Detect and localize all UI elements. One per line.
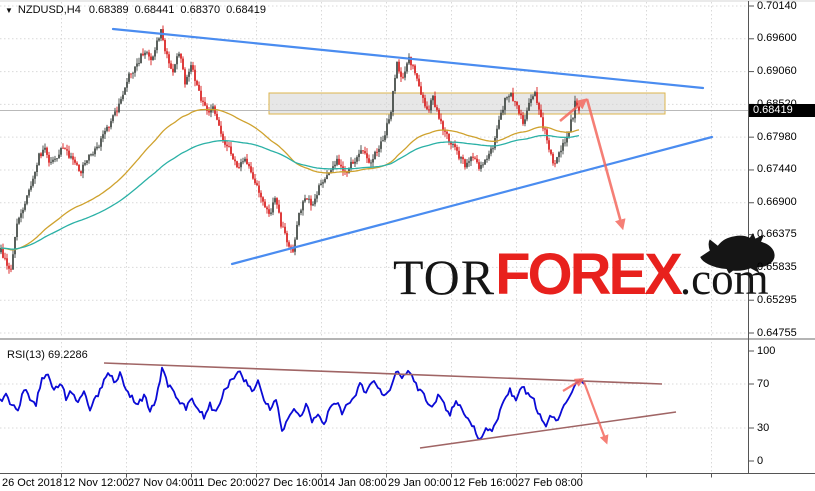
ma-slow-line (0, 108, 580, 251)
time-axis-label: 12 Nov 12:00 (63, 477, 129, 489)
rsi-arrow-entry (562, 378, 585, 392)
chart-title: ▼ NZDUSD,H4 0.68389 0.68441 0.68370 0.68… (5, 4, 272, 16)
time-axis-label: 11 Dec 20:00 (193, 477, 258, 489)
grid (0, 2, 748, 472)
price-arrow-target (585, 98, 626, 231)
rsi-axis-label: 30 (757, 421, 770, 434)
price-axis-label: 0.69600 (757, 32, 797, 45)
resistance-zone (268, 92, 666, 115)
time-axis-label: 27 Dec 16:00 (258, 477, 324, 489)
watermark-brand: FOREX (495, 242, 683, 307)
current-price-tag: 0.68419 (749, 104, 815, 117)
ma-fast-line (0, 134, 580, 250)
candle-bodies-up (0, 29, 576, 270)
lower-trendline (230, 135, 714, 266)
rsi-line (0, 366, 585, 441)
rsi-lower-trendline (419, 411, 677, 449)
price-axis-label: 0.67440 (757, 163, 797, 176)
price-arrow-entry (559, 98, 588, 122)
price-axis-label: 0.70140 (757, 0, 797, 12)
price-axis-label: 0.66375 (757, 228, 797, 241)
rsi-axis-label: 70 (757, 377, 770, 390)
symbol-dropdown-icon[interactable]: ▼ (5, 5, 13, 15)
time-axis-label: 27 Nov 04:00 (128, 477, 194, 489)
upper-trendline (111, 27, 705, 90)
quote-high: 0.68441 (134, 4, 175, 16)
watermark: TOR FOREX .com (393, 233, 775, 310)
time-axis-label: 26 Oct 2018 (2, 477, 62, 489)
time-axis-label: 12 Feb 16:00 (453, 477, 518, 489)
price-axis-label: 0.66900 (757, 196, 797, 209)
time-axis-label: 27 Feb 08:00 (518, 477, 583, 489)
candle-bodies-down (2, 29, 580, 270)
price-axis-label: 0.65295 (757, 293, 797, 306)
bull-icon (699, 233, 775, 274)
price-axis-label: 0.65835 (757, 260, 797, 273)
rsi-axis-label: 100 (757, 344, 776, 357)
rsi-axis-label: 0 (757, 454, 764, 467)
watermark-prefix: TOR (393, 249, 496, 305)
quote-low: 0.68370 (180, 4, 221, 16)
time-axis-label: 29 Jan 00:00 (388, 477, 452, 489)
quote-close: 0.68419 (226, 4, 266, 16)
rsi-arrow-target (582, 381, 609, 445)
chart-symbol-timeframe: NZDUSD,H4 (17, 4, 81, 16)
price-axis-label: 0.64755 (757, 326, 797, 339)
price-axis-label: 0.69060 (757, 65, 797, 78)
rsi-indicator-label: RSI(13) 69.2286 (7, 349, 88, 361)
quote-open: 0.68389 (88, 4, 129, 16)
price-axis-label: 0.67980 (757, 130, 797, 143)
time-axis-label: 14 Jan 08:00 (323, 477, 387, 489)
rsi-upper-trendline (103, 362, 663, 385)
